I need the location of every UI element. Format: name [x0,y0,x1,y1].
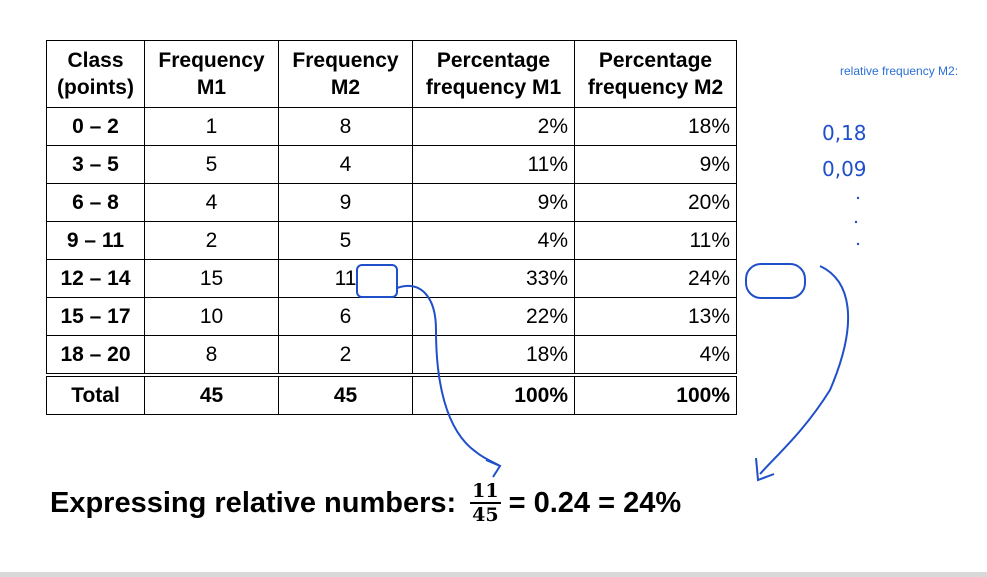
class-cell: 18 – 20 [46,335,145,376]
arrow-head [755,457,775,482]
frequency-m2-cell: 4 [278,145,413,184]
ink-dot [856,196,860,200]
percentage-m1-cell: 11% [412,145,575,184]
percentage-m1-cell: 18% [412,335,575,376]
frequency-m1-cell: 2 [144,221,279,260]
frequency-m2-cell: 2 [278,335,413,376]
table-row: 3 – 5 5 4 11% 9% [46,145,737,184]
arrow-line [396,285,501,467]
fraction-denominator: 45 [472,504,499,526]
frequency-m2-cell: 8 [278,107,413,146]
fraction-numerator: 11 [470,480,501,504]
percentage-m1-cell: 2% [412,107,575,146]
total-percentage-m2-cell: 100% [574,373,737,415]
ink-dot [854,220,858,224]
fraction: 11 45 [470,480,501,526]
total-frequency-m2-cell: 45 [278,373,413,415]
percentage-m2-cell: 20% [574,183,737,222]
bottom-divider [0,572,987,577]
class-cell: 9 – 11 [46,221,145,260]
highlight-circle [745,263,806,299]
percentage-m2-cell: 13% [574,297,737,336]
header-frequency-m2: Frequency M2 [278,40,413,108]
class-cell: 15 – 17 [46,297,145,336]
table-row: 15 – 17 10 6 22% 13% [46,297,737,336]
handwritten-value: 0,18 [822,121,867,145]
percentage-m1-cell: 33% [412,259,575,298]
header-percentage-m2: Percentage frequency M2 [574,40,737,108]
frequency-m2-cell: 6 [278,297,413,336]
highlight-box [356,264,398,298]
frequency-m1-cell: 4 [144,183,279,222]
class-cell: 3 – 5 [46,145,145,184]
frequency-m1-cell: 10 [144,297,279,336]
header-class: Class (points) [46,40,145,108]
class-cell: 6 – 8 [46,183,145,222]
percentage-m2-cell: 9% [574,145,737,184]
total-frequency-m1-cell: 45 [144,373,279,415]
table-row: 9 – 11 2 5 4% 11% [46,221,737,260]
table-row: 0 – 2 1 8 2% 18% [46,107,737,146]
header-row: Class (points) Frequency M1 Frequency M2 Pe… [46,40,737,108]
relative-frequency-note: relative frequency M2: [840,64,959,78]
ink-dot [856,242,860,246]
relative-numbers-formula: Expressing relative numbers: 11 45 = 0.2… [50,480,681,526]
formula-prefix: Expressing relative numbers: [50,486,457,519]
table-row: 6 – 8 4 9 9% 20% [46,183,737,222]
percentage-m1-cell: 9% [412,183,575,222]
header-frequency-m1: Frequency M1 [144,40,279,108]
handwritten-value: 0,09 [822,157,867,181]
formula-result: = 0.24 = 24% [508,486,682,519]
arrow-head [485,459,502,478]
arrow-line [759,265,850,475]
percentage-m1-cell: 22% [412,297,575,336]
header-percentage-m1: Percentage frequency M1 [412,40,575,108]
percentage-m2-cell: 24% [574,259,737,298]
percentage-m1-cell: 4% [412,221,575,260]
